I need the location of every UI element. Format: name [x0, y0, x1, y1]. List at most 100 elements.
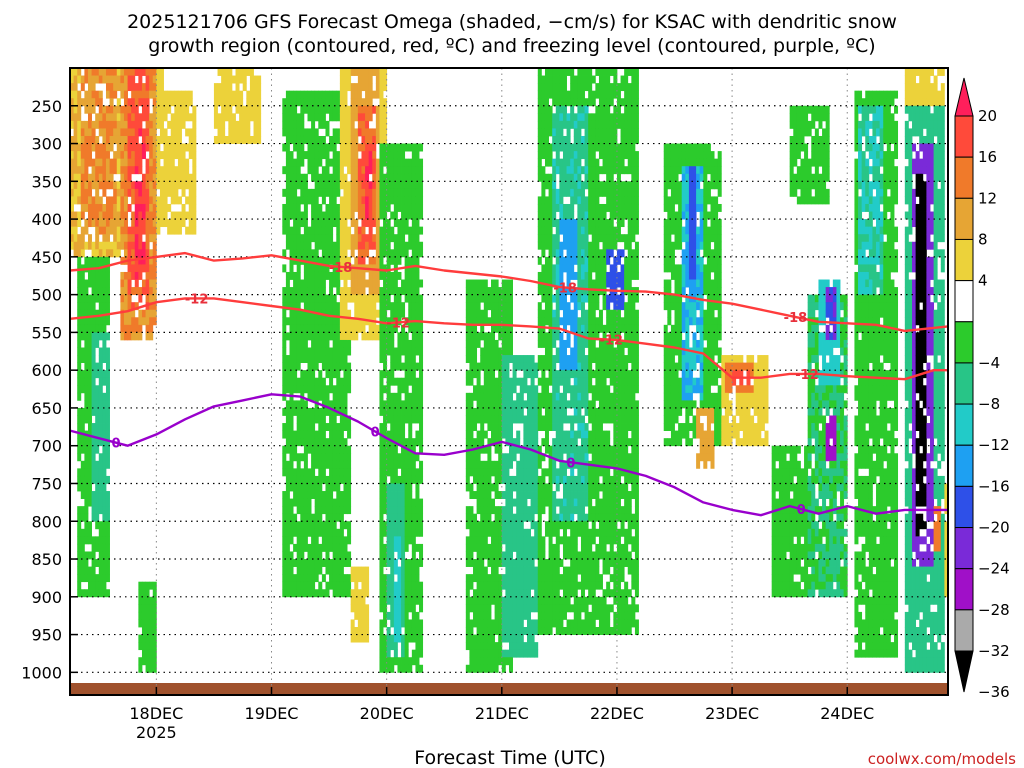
omega-cell	[329, 468, 334, 477]
omega-cell	[393, 173, 398, 182]
omega-cell	[87, 128, 92, 137]
omega-cell	[411, 506, 416, 515]
omega-cell	[296, 302, 301, 311]
omega-cell	[84, 135, 89, 144]
omega-cell	[544, 521, 549, 530]
omega-cell	[311, 339, 316, 348]
omega-cell	[548, 173, 553, 182]
omega-cell	[77, 105, 82, 114]
omega-cell	[501, 400, 506, 409]
omega-cell	[411, 339, 416, 348]
omega-cell	[415, 483, 420, 492]
omega-cell	[134, 211, 139, 220]
omega-cell	[365, 611, 370, 620]
omega-cell	[84, 294, 89, 303]
omega-cell	[325, 506, 330, 515]
omega-cell	[307, 423, 312, 431]
omega-cell	[318, 483, 323, 492]
omega-cell	[562, 551, 567, 560]
omega-cell	[300, 120, 305, 129]
omega-cell	[145, 317, 150, 326]
omega-cell	[544, 347, 549, 356]
omega-cell	[530, 513, 535, 522]
omega-cell	[415, 453, 420, 462]
omega-cell	[285, 430, 290, 439]
omega-cell	[379, 559, 384, 567]
omega-cell	[134, 105, 139, 114]
omega-cell	[397, 498, 402, 507]
omega-cell	[401, 551, 406, 560]
omega-cell	[343, 196, 348, 205]
omega-cell	[311, 317, 316, 326]
omega-cell	[113, 226, 118, 235]
omega-cell	[505, 332, 510, 341]
omega-cell	[329, 438, 334, 447]
omega-cell	[350, 120, 355, 129]
omega-cell	[289, 128, 294, 137]
omega-cell	[343, 302, 348, 311]
omega-cell	[149, 657, 154, 666]
omega-cell	[393, 392, 398, 401]
omega-cell	[559, 347, 564, 356]
omega-cell	[293, 332, 298, 341]
omega-cell	[84, 559, 89, 567]
omega-cell	[303, 181, 308, 190]
omega-cell	[375, 294, 380, 303]
omega-cell	[102, 513, 107, 522]
omega-cell	[552, 120, 557, 129]
omega-cell	[145, 649, 150, 658]
omega-cell	[289, 256, 294, 265]
omega-cell	[566, 203, 571, 212]
omega-cell	[321, 241, 326, 250]
omega-cell	[95, 279, 100, 288]
omega-cell	[404, 513, 409, 522]
omega-cell	[77, 355, 82, 364]
omega-cell	[548, 83, 553, 92]
omega-cell	[548, 249, 553, 258]
omega-cell	[185, 105, 190, 114]
omega-cell	[559, 166, 564, 175]
omega-cell	[383, 498, 388, 507]
omega-cell	[347, 309, 352, 318]
omega-cell	[469, 513, 474, 522]
omega-cell	[282, 491, 287, 499]
omega-cell	[339, 385, 344, 394]
omega-cell	[512, 574, 517, 583]
omega-cell	[350, 589, 355, 598]
omega-cell	[336, 559, 341, 567]
omega-cell	[303, 211, 308, 220]
omega-cell	[138, 581, 143, 590]
omega-cell	[152, 203, 157, 212]
omega-cell	[383, 219, 388, 228]
omega-cell	[548, 559, 553, 567]
omega-cell	[465, 438, 470, 447]
omega-cell	[80, 302, 85, 311]
omega-cell	[419, 392, 424, 401]
omega-cell	[494, 362, 499, 371]
omega-cell	[375, 173, 380, 182]
omega-cell	[548, 392, 553, 401]
omega-cell	[300, 339, 305, 348]
omega-cell	[181, 113, 186, 122]
omega-cell	[95, 75, 100, 84]
omega-cell	[379, 438, 384, 447]
omega-cell	[519, 596, 524, 605]
omega-cell	[530, 619, 535, 628]
omega-cell	[303, 438, 308, 447]
omega-cell	[138, 642, 143, 651]
omega-cell	[329, 135, 334, 144]
omega-cell	[509, 438, 513, 447]
omega-cell	[537, 551, 542, 560]
omega-cell	[469, 339, 474, 348]
omega-cell	[411, 551, 416, 560]
omega-cell	[141, 113, 146, 122]
omega-cell	[555, 430, 560, 439]
omega-cell	[127, 120, 132, 129]
omega-cell	[368, 68, 373, 76]
omega-cell	[113, 105, 118, 114]
omega-cell	[329, 196, 334, 205]
omega-cell	[296, 415, 301, 424]
omega-cell	[336, 370, 341, 379]
omega-cell	[336, 279, 341, 288]
omega-cell	[519, 634, 524, 643]
